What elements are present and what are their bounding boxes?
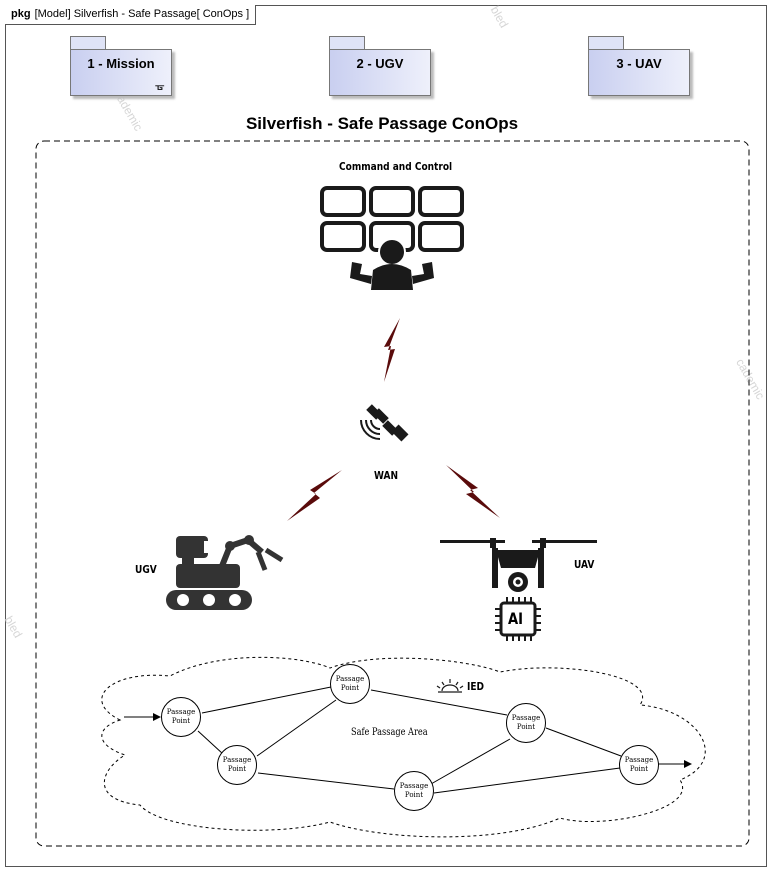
command-control-label: Command and Control [339, 160, 453, 173]
passage-point[interactable]: Passage Point [394, 771, 434, 811]
command-control-icon [320, 186, 464, 252]
uav-label: UAV [574, 558, 595, 571]
conops-boundary [35, 140, 750, 847]
wan-label: WAN [374, 469, 399, 482]
package-ugv[interactable]: 2 - UGV [329, 36, 431, 96]
ied-icon [436, 679, 464, 693]
package-label: 1 - Mission [87, 56, 155, 71]
passage-point[interactable]: Passage Point [217, 745, 257, 785]
satellite-icon [360, 404, 409, 442]
package-mission[interactable]: 1 - Mission ᚗ [70, 36, 172, 96]
diagram-title: Silverfish - Safe Passage ConOps [245, 114, 519, 133]
safe-passage-area-boundary [101, 656, 706, 838]
lightning-link-icon [287, 318, 500, 521]
passage-links [197, 686, 622, 794]
passage-point[interactable]: Passage Point [330, 664, 370, 704]
package-label: 3 - UAV [616, 56, 662, 71]
passage-point[interactable]: Passage Point [506, 703, 546, 743]
entry-arrow [124, 713, 161, 721]
ugv-label: UGV [135, 563, 157, 576]
exit-arrow [658, 760, 692, 768]
ai-chip-icon [495, 597, 541, 641]
uav-drone-icon [440, 538, 597, 592]
tree-hierarchy-icon: ᚗ [155, 80, 164, 92]
frame-heading: [Model] Silverfish - Safe Passage[ ConOp… [34, 8, 250, 20]
package-uav[interactable]: 3 - UAV [588, 36, 690, 96]
frame-keyword: pkg [11, 8, 31, 20]
passage-point[interactable]: Passage Point [161, 697, 201, 737]
operator-icon [350, 238, 434, 290]
ai-chip-label: AI [508, 609, 524, 628]
package-label: 2 - UGV [356, 56, 404, 71]
frame-header: pkg [Model] Silverfish - Safe Passage[ Co… [5, 5, 257, 25]
ied-label: IED [467, 680, 485, 693]
safe-passage-area-label: Safe Passage Area [351, 727, 428, 738]
passage-point[interactable]: Passage Point [619, 745, 659, 785]
ugv-robot-icon [166, 535, 284, 610]
diagram-frame [5, 5, 767, 867]
